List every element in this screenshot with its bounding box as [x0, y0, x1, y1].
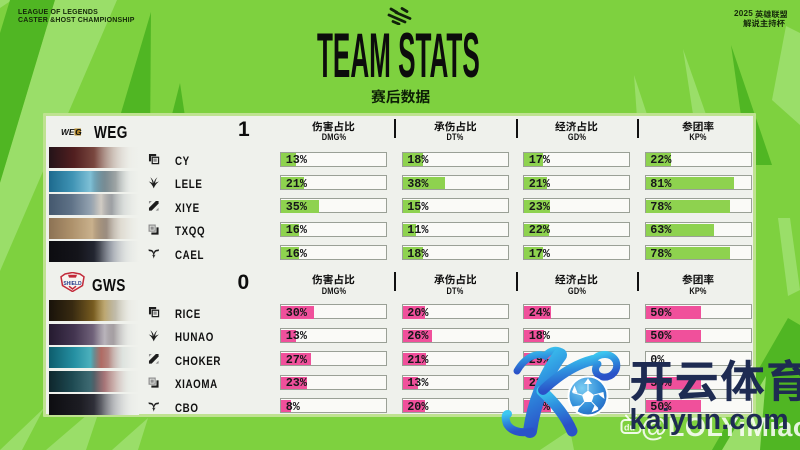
svg-text:SHIELD: SHIELD — [63, 281, 82, 287]
svg-text:G: G — [75, 127, 82, 136]
svg-text:WE: WE — [61, 127, 75, 136]
svg-text:du: du — [624, 423, 635, 433]
